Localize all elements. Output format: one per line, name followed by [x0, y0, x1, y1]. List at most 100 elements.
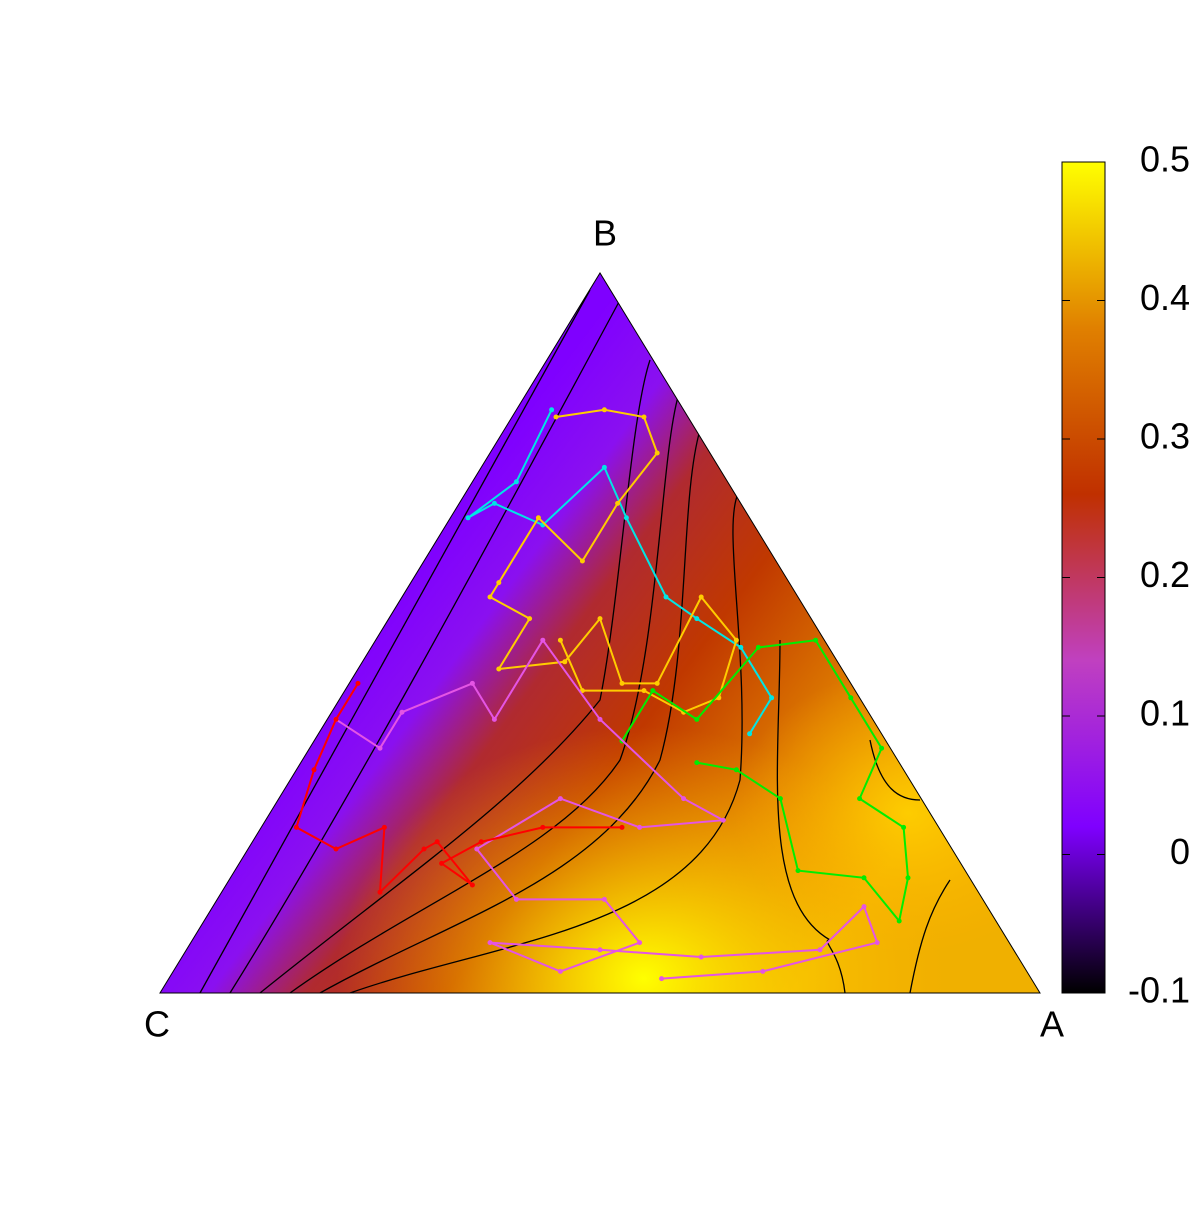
- trajectory-point: [421, 846, 427, 852]
- trajectory-point: [469, 882, 475, 888]
- trajectory-point: [861, 904, 867, 910]
- trajectory-point: [813, 637, 819, 643]
- trajectory-point: [650, 688, 656, 694]
- trajectory-point: [769, 695, 775, 701]
- trajectory-point: [659, 976, 665, 982]
- trajectory-point: [527, 616, 533, 622]
- corner-label: C: [144, 1004, 170, 1045]
- trajectory-point: [694, 616, 700, 622]
- trajectory-point: [465, 515, 471, 521]
- trajectory-point: [896, 918, 902, 924]
- trajectory-point: [557, 637, 563, 643]
- trajectory-point: [619, 824, 625, 830]
- colorbar-tick-label: 0.5: [1140, 139, 1190, 180]
- trajectory-point: [601, 464, 607, 470]
- trajectory: [621, 639, 910, 924]
- trajectory-point: [557, 968, 563, 974]
- trajectory-point: [694, 760, 700, 766]
- trajectory-point: [738, 644, 744, 650]
- trajectory-point: [399, 709, 405, 715]
- trajectory-point: [377, 889, 383, 895]
- trajectory-point: [491, 716, 497, 722]
- trajectory-point: [469, 680, 475, 686]
- trajectory-point: [637, 824, 643, 830]
- trajectory-point: [377, 745, 383, 751]
- trajectory-point: [654, 450, 660, 456]
- trajectory-point: [637, 940, 643, 946]
- trajectory: [295, 682, 622, 895]
- trajectory-point: [795, 868, 801, 874]
- colorbar-tick-label: 0.2: [1140, 554, 1190, 595]
- colorbar-tick-label: 0.1: [1140, 693, 1190, 734]
- trajectory-point: [540, 637, 546, 643]
- trajectory-point: [698, 594, 704, 600]
- trajectory-point: [439, 860, 445, 866]
- trajectory-point: [491, 500, 497, 506]
- trajectory-point: [720, 817, 726, 823]
- trajectory-point: [540, 824, 546, 830]
- trajectory-point: [857, 796, 863, 802]
- trajectory-point: [478, 839, 484, 845]
- trajectory-point: [601, 896, 607, 902]
- trajectory-point: [641, 688, 647, 694]
- trajectory-point: [733, 767, 739, 773]
- trajectory-point: [434, 839, 440, 845]
- trajectory-point: [474, 846, 480, 852]
- trajectory: [488, 408, 738, 714]
- trajectory-point: [487, 940, 493, 946]
- trajectory-point: [879, 745, 885, 751]
- trajectory: [335, 638, 879, 980]
- trajectory-point: [777, 796, 783, 802]
- trajectory-point: [549, 407, 555, 413]
- trajectory-point: [760, 968, 766, 974]
- trajectory-point: [848, 695, 854, 701]
- trajectory-point: [562, 659, 568, 665]
- trajectory-point: [381, 824, 387, 830]
- trajectory-point: [557, 796, 563, 802]
- trajectory-point: [355, 680, 361, 686]
- trajectory-point: [698, 954, 704, 960]
- trajectory-point: [694, 716, 700, 722]
- trajectory-point: [579, 558, 585, 564]
- trajectory-point: [861, 875, 867, 881]
- trajectory-point: [535, 515, 541, 521]
- trajectory-point: [293, 824, 299, 830]
- colorbar-tick-label: 0.4: [1140, 277, 1190, 318]
- colorbar-tick-label: -0.1: [1128, 970, 1190, 1011]
- trajectory-point: [333, 716, 339, 722]
- trajectory-point: [487, 594, 493, 600]
- trajectory-point: [597, 716, 603, 722]
- trajectory-point: [619, 680, 625, 686]
- trajectory-point: [901, 824, 907, 830]
- trajectory-point: [733, 637, 739, 643]
- trajectory-point: [601, 407, 607, 413]
- trajectory-point: [681, 796, 687, 802]
- trajectory-point: [747, 731, 753, 737]
- trajectory-point: [905, 875, 911, 881]
- corner-label: B: [593, 213, 617, 254]
- trajectory-point: [597, 616, 603, 622]
- trajectory-point: [654, 680, 660, 686]
- trajectory-point: [755, 644, 761, 650]
- trajectory-point: [874, 940, 880, 946]
- trajectory-point: [513, 896, 519, 902]
- trajectory: [467, 409, 773, 735]
- heatmap: [160, 273, 1040, 993]
- trajectory-point: [311, 767, 317, 773]
- trajectory-point: [641, 414, 647, 420]
- colorbar-tick-label: 0.3: [1140, 416, 1190, 457]
- trajectory-point: [663, 594, 669, 600]
- trajectory-point: [496, 580, 502, 586]
- trajectory-point: [333, 846, 339, 852]
- corner-label: A: [1040, 1004, 1064, 1045]
- trajectory-point: [615, 500, 621, 506]
- trajectory-point: [817, 947, 823, 953]
- triangle-frame: [159, 272, 1041, 994]
- trajectory-point: [496, 666, 502, 672]
- trajectory-point: [623, 515, 629, 521]
- trajectory-point: [553, 414, 559, 420]
- colorbar-tick-label: 0: [1170, 831, 1190, 872]
- trajectory-point: [513, 479, 519, 485]
